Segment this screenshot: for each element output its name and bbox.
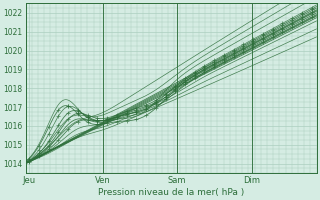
X-axis label: Pression niveau de la mer( hPa ): Pression niveau de la mer( hPa ) (98, 188, 244, 197)
